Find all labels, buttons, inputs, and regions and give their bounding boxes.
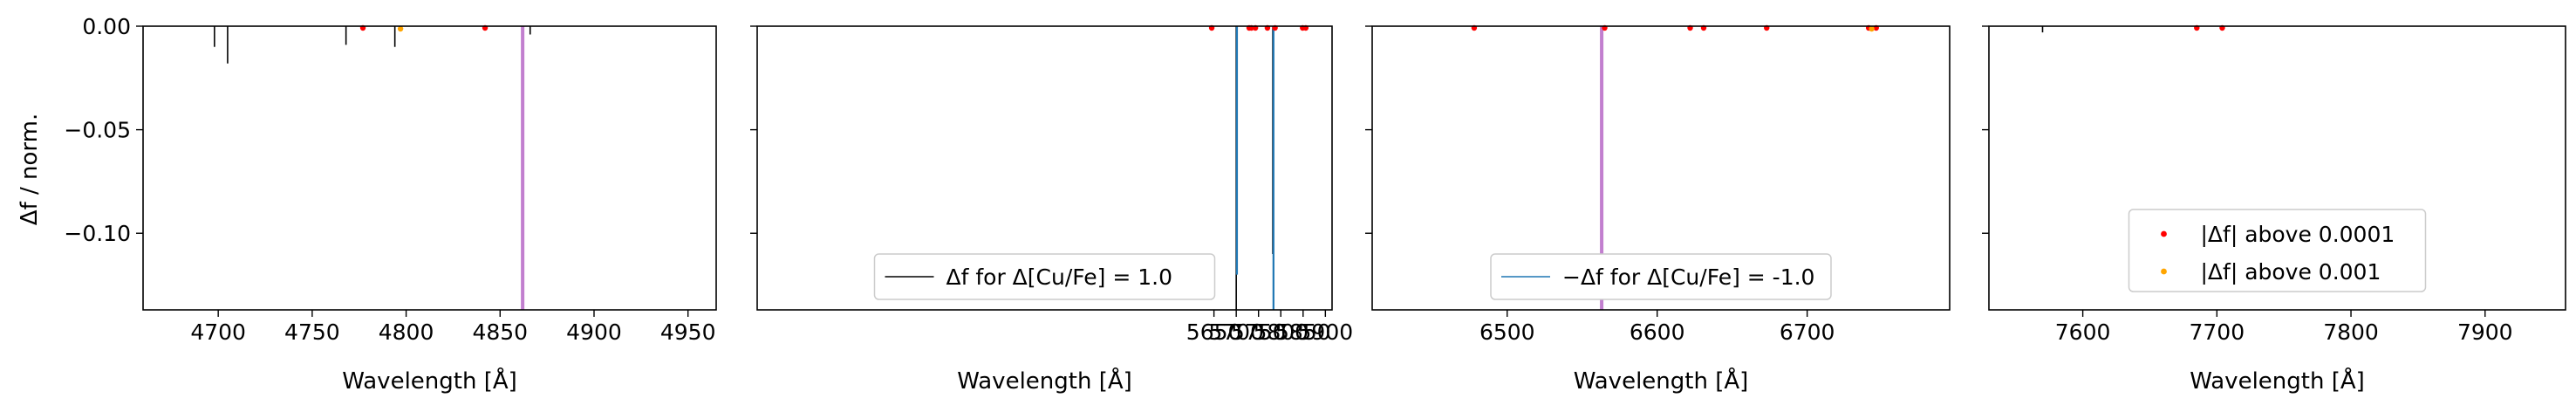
y-axis-label: Δf / norm.: [17, 113, 43, 225]
chart-panel-1: 4700 4750 4800 4850 4900 4950 0.00 −0.05 −0.10 Wa…: [64, 14, 717, 395]
axes-frame: [142, 25, 717, 311]
x-axis-label: Wavelength [Å]: [342, 367, 517, 395]
x-tick-label: 7800: [2323, 319, 2379, 345]
axes-frame: [1371, 25, 1951, 311]
x-tick-label: 6500: [1479, 319, 1535, 345]
y-tick-label: −0.05: [64, 118, 131, 143]
x-tick-label: 4700: [190, 319, 246, 345]
legend-label: −Δf for Δ[Cu/Fe] = -1.0: [1562, 264, 1814, 290]
x-axis-label: Wavelength [Å]: [957, 367, 1132, 395]
legend-label: |Δf| above 0.001: [2201, 259, 2381, 285]
x-tick-label: 5650: [1186, 319, 1242, 345]
x-tick-label: 7900: [2457, 319, 2513, 345]
x-tick-label: 4900: [566, 319, 622, 345]
legend-marker: [2161, 268, 2167, 275]
x-tick-label: 7600: [2055, 319, 2111, 345]
x-tick-label: 4750: [284, 319, 340, 345]
x-tick-label: 4850: [472, 319, 528, 345]
x-tick-label: 5900: [1298, 319, 1354, 345]
x-axis-label: Wavelength [Å]: [1574, 367, 1749, 395]
x-tick-label: 5750: [1231, 319, 1287, 345]
marker-large: [1869, 25, 1875, 32]
legend-box: [2128, 209, 2427, 292]
x-tick-label: 5850: [1275, 319, 1331, 345]
y-tick-label: −0.10: [64, 221, 131, 246]
legend-box: [1490, 253, 1832, 300]
marker-large: [397, 25, 404, 32]
x-axis-label: Wavelength [Å]: [2190, 367, 2365, 395]
x-tick-label: 4800: [379, 319, 434, 345]
chart-panel-3: 6500 6600 6700 Wavelength [Å] −Δf for Δ[Cu/F…: [1365, 24, 1951, 395]
legend-label: Δf for Δ[Cu/Fe] = 1.0: [946, 264, 1173, 290]
x-tick-label: 5700: [1208, 319, 1264, 345]
x-tick-label: 6700: [1780, 319, 1835, 345]
x-tick-label: 4950: [660, 319, 716, 345]
y-tick-label: 0.00: [82, 14, 131, 39]
legend-box: [873, 253, 1216, 300]
axes-frame: [1988, 25, 2566, 311]
legend-marker: [2161, 230, 2167, 237]
legend-label: |Δf| above 0.0001: [2201, 222, 2395, 247]
axes-frame: [756, 25, 1333, 311]
chart-panel-4: 7600 7700 7800 7900 Wavelength [Å] |Δf| above…: [1982, 24, 2566, 395]
x-tick-label: 7700: [2190, 319, 2245, 345]
x-tick-label: 5800: [1253, 319, 1308, 345]
x-tick-label: 6600: [1630, 319, 1685, 345]
